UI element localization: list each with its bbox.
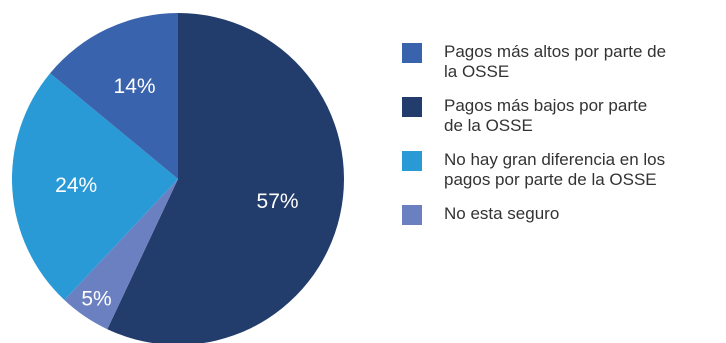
slice-label-1: 57%: [257, 190, 299, 213]
legend-item-3: No esta seguro: [402, 204, 724, 225]
slice-label-3: 5%: [81, 287, 111, 310]
legend-swatch-1: [402, 97, 422, 117]
legend-swatch-2: [402, 151, 422, 171]
pie-svg: 57% 5% 24% 14%: [12, 13, 344, 343]
legend-item-2: No hay gran diferencia en los pagos por …: [402, 150, 724, 190]
pie-slice-0: [50, 13, 178, 179]
pie-slice-3: [64, 179, 178, 330]
legend: Pagos más altos por parte de la OSSE Pago…: [402, 42, 724, 239]
legend-swatch-3: [402, 205, 422, 225]
legend-item-0: Pagos más altos por parte de la OSSE: [402, 42, 724, 82]
legend-swatch-0: [402, 43, 422, 63]
legend-label-3: No esta seguro: [444, 204, 560, 223]
slice-label-0: 14%: [114, 75, 156, 98]
pie-slice-2: [12, 73, 179, 301]
legend-label-2: No hay gran diferencia en los pagos por …: [444, 150, 666, 189]
legend-label-0: Pagos más altos por parte de la OSSE: [444, 42, 667, 81]
slice-label-2: 24%: [55, 174, 97, 197]
pie-slice-1: [107, 13, 344, 343]
legend-label-1: Pagos más bajos por parte de la OSSE: [444, 96, 648, 135]
legend-item-1: Pagos más bajos por parte de la OSSE: [402, 96, 724, 136]
